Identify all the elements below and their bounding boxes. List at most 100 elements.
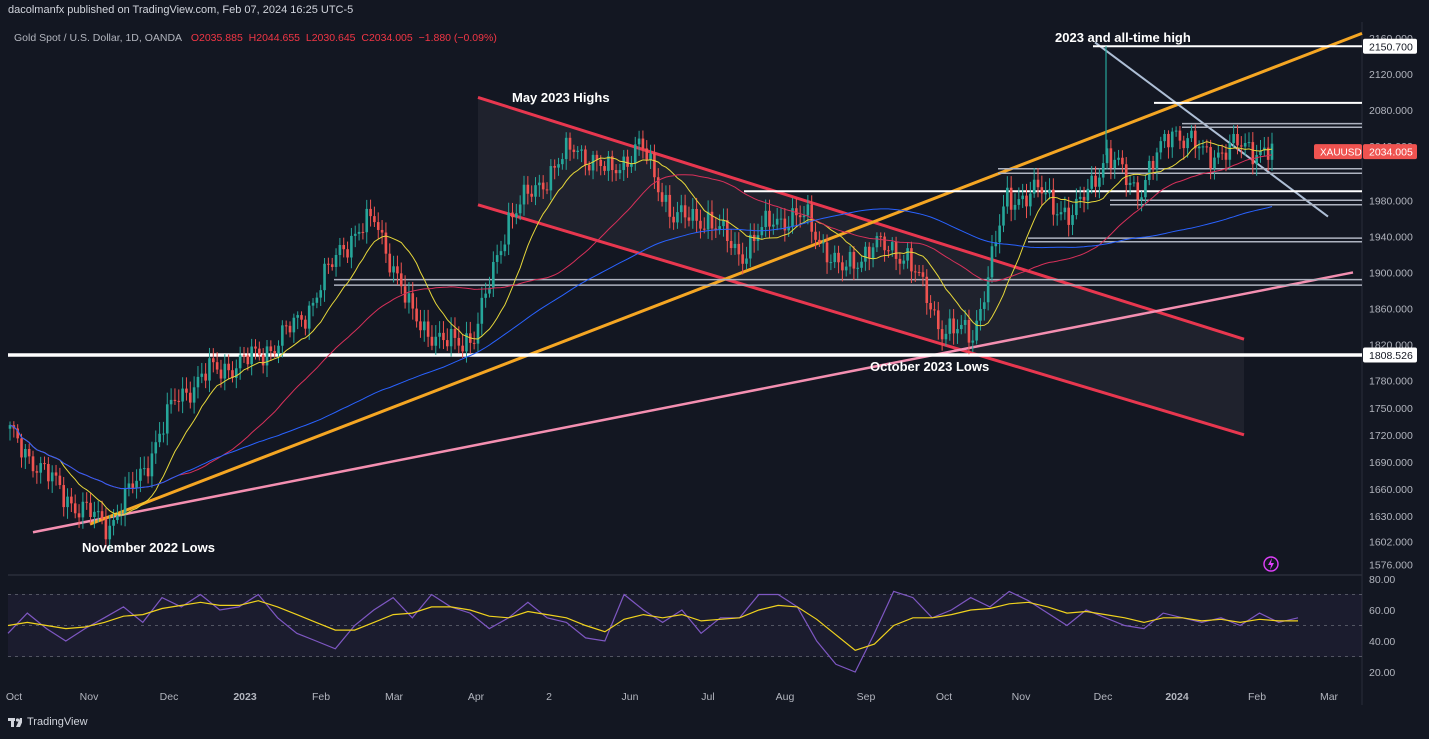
candle-body — [1155, 152, 1159, 170]
candle-body — [503, 244, 507, 252]
candle — [1182, 135, 1186, 160]
candle-body — [649, 153, 652, 160]
candle — [342, 237, 346, 258]
candle — [296, 311, 299, 330]
candle — [1025, 183, 1028, 219]
candle-body — [27, 448, 31, 457]
candle — [1236, 124, 1239, 155]
candle-body — [607, 156, 610, 171]
candle-body — [710, 211, 714, 229]
candle — [814, 222, 817, 250]
candle-body — [66, 496, 69, 508]
tradingview-footer[interactable]: TradingView — [8, 716, 88, 728]
rsi-tick-label: 20.00 — [1369, 667, 1395, 679]
candle-body — [1036, 179, 1040, 188]
candle — [733, 232, 737, 255]
candle-body — [1029, 193, 1032, 207]
candle-body — [825, 242, 829, 263]
candle-body — [24, 448, 27, 458]
candle-body — [979, 308, 982, 321]
candle — [334, 248, 338, 277]
candle — [526, 176, 530, 205]
candle-body — [702, 228, 706, 230]
candle — [538, 174, 541, 197]
candle — [85, 492, 89, 510]
last-price-tag-bg — [1363, 144, 1417, 160]
candle — [66, 488, 69, 519]
candle — [1159, 136, 1163, 160]
candle — [860, 256, 863, 273]
candle — [1040, 175, 1044, 206]
candle — [983, 291, 986, 321]
candle — [430, 325, 434, 351]
candle-body — [1255, 155, 1258, 165]
candle — [637, 130, 641, 156]
candle-body — [530, 193, 533, 197]
candle-body — [1101, 163, 1105, 178]
candle — [653, 144, 656, 189]
candle-body — [369, 208, 372, 217]
candle-body — [388, 253, 392, 273]
candle — [350, 227, 353, 269]
price-tick-label: 2120.000 — [1369, 69, 1413, 81]
candle — [1228, 134, 1232, 171]
candle — [1170, 127, 1174, 158]
candle-body — [158, 433, 161, 443]
candle-body — [492, 261, 495, 288]
lightning-icon[interactable] — [1263, 556, 1279, 572]
candle-body — [557, 164, 560, 168]
candle — [177, 389, 181, 412]
candle-body — [806, 204, 810, 216]
candle-body — [779, 218, 783, 220]
time-tick-label: Dec — [160, 691, 179, 703]
candle-body — [913, 271, 917, 273]
candle-body — [357, 231, 361, 234]
candle — [384, 222, 388, 263]
candle-body — [223, 363, 227, 379]
candle-body — [484, 293, 487, 298]
candle-body — [580, 149, 583, 151]
candle — [31, 450, 35, 478]
candle-body — [127, 483, 131, 489]
candle — [292, 313, 296, 343]
candle-body — [1113, 159, 1117, 169]
candle-body — [791, 208, 794, 227]
candle-body — [676, 212, 679, 223]
candle-body — [284, 325, 288, 327]
candle-body — [1067, 207, 1070, 225]
candle-body — [683, 205, 687, 218]
candle-body — [910, 248, 913, 272]
candle-body — [664, 194, 668, 202]
candle — [77, 504, 81, 528]
candle-body — [365, 208, 369, 233]
candle — [584, 145, 587, 176]
candle — [43, 456, 46, 470]
candle — [699, 209, 702, 239]
candle — [844, 260, 848, 277]
candle — [507, 202, 510, 256]
candle-body — [8, 425, 12, 429]
candle — [442, 321, 445, 350]
candle-body — [461, 345, 464, 352]
candle-body — [1201, 146, 1205, 148]
candle-body — [852, 251, 856, 269]
candle-body — [902, 260, 906, 264]
price-tick-label: 1630.000 — [1369, 511, 1413, 523]
candle-body — [108, 525, 112, 540]
candle-body — [457, 337, 461, 346]
candle-body — [722, 220, 725, 227]
resistance-price-tag: 2150.700 — [1363, 38, 1417, 54]
candle-body — [656, 177, 660, 193]
candle-body — [1006, 187, 1009, 207]
candle-body — [472, 342, 476, 344]
candle-body — [894, 241, 898, 259]
candle — [212, 348, 215, 373]
candle-body — [618, 170, 622, 174]
candle — [672, 206, 675, 230]
candle — [181, 377, 184, 414]
candle — [656, 168, 660, 202]
candle-body — [591, 154, 595, 171]
candle-body — [261, 354, 265, 366]
symbol-tag-bg — [1314, 144, 1362, 160]
